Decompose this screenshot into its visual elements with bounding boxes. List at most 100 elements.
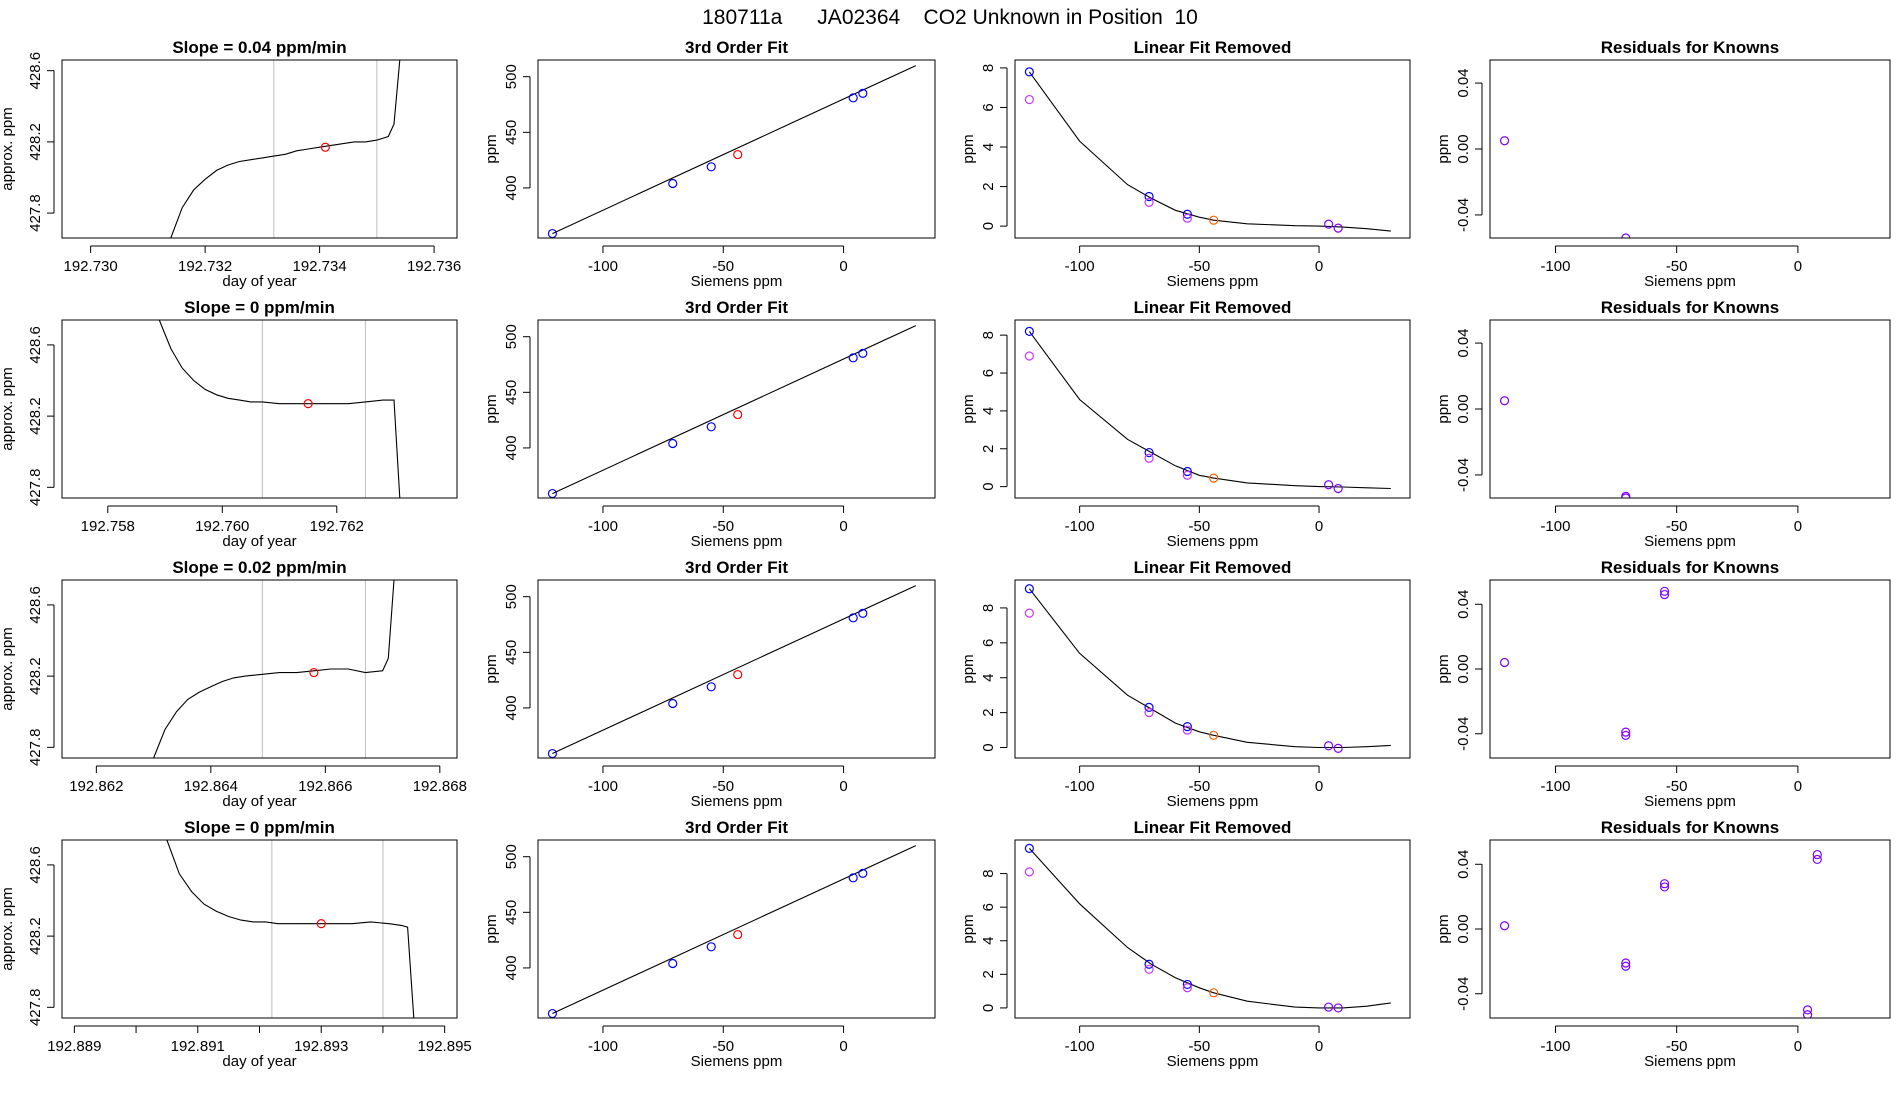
plot-area bbox=[547, 65, 917, 238]
plot-frame bbox=[1014, 839, 1411, 1019]
x-tick-label: 192.862 bbox=[69, 778, 123, 795]
x-tick-label: 0 bbox=[1315, 778, 1323, 795]
x-tick-label: -100 bbox=[588, 1038, 618, 1055]
y-tick-label: 400 bbox=[503, 435, 520, 460]
y-tick-label: 0.04 bbox=[1455, 68, 1472, 97]
panel-r3c3: Residuals for Knowns -100 -50 0 Siemens ppm -… bbox=[1435, 818, 1891, 1070]
y-tick-label: -0.04 bbox=[1455, 717, 1472, 751]
series-line bbox=[552, 65, 917, 235]
plot-area bbox=[547, 325, 917, 498]
plot-frame bbox=[1489, 839, 1891, 1019]
panel-title: Linear Fit Removed bbox=[1134, 558, 1292, 577]
data-point bbox=[858, 348, 868, 358]
y-tick-label: 6 bbox=[980, 639, 997, 647]
x-tick-label: -50 bbox=[712, 258, 734, 275]
data-point bbox=[1144, 964, 1154, 974]
fit-curve bbox=[1028, 588, 1391, 749]
series-line bbox=[552, 325, 917, 495]
y-tick-label: 400 bbox=[503, 955, 520, 980]
data-point bbox=[1144, 708, 1154, 718]
data-point bbox=[1182, 470, 1192, 480]
data-point bbox=[848, 873, 858, 883]
data-point bbox=[1621, 493, 1631, 498]
panel-title: Slope = 0 ppm/min bbox=[184, 298, 335, 317]
data-point bbox=[858, 608, 868, 618]
y-tick-label: 0.04 bbox=[1455, 328, 1472, 357]
panel-title: 3rd Order Fit bbox=[685, 558, 788, 577]
data-point bbox=[1024, 584, 1034, 594]
y-tick-label: 6 bbox=[980, 103, 997, 111]
x-axis-label: Siemens ppm bbox=[1644, 533, 1736, 550]
data-point bbox=[1024, 67, 1034, 77]
data-point bbox=[668, 178, 678, 189]
data-point bbox=[1802, 1005, 1813, 1015]
plot-frame bbox=[61, 319, 458, 499]
y-tick-label: -0.04 bbox=[1455, 977, 1472, 1011]
x-tick-label: 192.893 bbox=[294, 1038, 348, 1055]
data-point bbox=[1182, 983, 1192, 993]
x-tick-label: -100 bbox=[1540, 1038, 1570, 1055]
x-axis-label: Siemens ppm bbox=[691, 793, 783, 810]
x-tick-label: 0 bbox=[839, 778, 847, 795]
fit-curve bbox=[1028, 331, 1391, 490]
y-tick-label: 428.2 bbox=[27, 917, 44, 955]
data-point bbox=[668, 438, 678, 449]
plot-area bbox=[153, 580, 395, 758]
plot-frame bbox=[1014, 319, 1411, 499]
y-axis-label: ppm bbox=[483, 394, 500, 423]
y-tick-label: 450 bbox=[503, 640, 520, 665]
data-point bbox=[1499, 921, 1510, 931]
data-point bbox=[1182, 209, 1192, 219]
panel-r2c1: 3rd Order Fit -100 -50 0 Siemens ppm 400 450 50… bbox=[483, 558, 936, 810]
plot-frame bbox=[61, 839, 458, 1019]
x-tick-label: -100 bbox=[1065, 518, 1095, 535]
y-tick-label: 4 bbox=[980, 143, 997, 151]
x-tick-label: 192.866 bbox=[298, 778, 352, 795]
x-tick-label: -100 bbox=[1065, 1038, 1095, 1055]
plot-area bbox=[1499, 849, 1822, 1018]
data-point bbox=[733, 149, 743, 160]
x-axis-label: Siemens ppm bbox=[1167, 1053, 1259, 1070]
data-point bbox=[1659, 879, 1670, 889]
plot-frame bbox=[1489, 579, 1891, 759]
x-tick-label: -100 bbox=[1540, 778, 1570, 795]
data-point bbox=[848, 613, 858, 623]
y-tick-label: 0.00 bbox=[1455, 394, 1472, 423]
y-tick-label: 6 bbox=[980, 369, 997, 377]
x-tick-label: -50 bbox=[1188, 1038, 1210, 1055]
series-line bbox=[166, 840, 415, 1018]
panel-title: Slope = 0 ppm/min bbox=[184, 818, 335, 837]
x-tick-label: 192.732 bbox=[178, 258, 232, 275]
data-point bbox=[1659, 589, 1670, 600]
y-axis-label: ppm bbox=[1435, 914, 1452, 943]
data-point bbox=[1812, 849, 1822, 860]
x-tick-label: 0 bbox=[1794, 258, 1802, 275]
panel-title: Residuals for Knowns bbox=[1601, 818, 1780, 837]
x-axis-label: Siemens ppm bbox=[1167, 533, 1259, 550]
y-tick-label: 427.8 bbox=[27, 469, 44, 507]
y-tick-label: 8 bbox=[980, 64, 997, 72]
x-tick-label: 192.891 bbox=[171, 1038, 225, 1055]
plot-area bbox=[166, 840, 415, 1018]
x-tick-label: -50 bbox=[712, 518, 734, 535]
data-point bbox=[1324, 219, 1334, 229]
data-point bbox=[1333, 1003, 1343, 1013]
data-point bbox=[668, 698, 678, 709]
y-axis-label: ppm bbox=[483, 914, 500, 943]
y-axis-label: approx. ppm bbox=[0, 627, 16, 710]
plot-frame bbox=[537, 59, 936, 239]
data-point bbox=[706, 422, 716, 432]
x-axis-label: Siemens ppm bbox=[691, 1053, 783, 1070]
x-tick-label: 192.762 bbox=[310, 518, 364, 535]
x-tick-label: 0 bbox=[1794, 518, 1802, 535]
data-point bbox=[1621, 730, 1631, 740]
data-point bbox=[1144, 453, 1154, 463]
plot-frame bbox=[537, 319, 936, 499]
y-axis-label: approx. ppm bbox=[0, 887, 16, 970]
x-tick-label: 0 bbox=[1315, 1038, 1323, 1055]
x-tick-label: -50 bbox=[1666, 778, 1688, 795]
y-tick-label: 0.04 bbox=[1455, 850, 1472, 879]
x-axis-label: day of year bbox=[222, 1053, 296, 1070]
y-tick-label: 0 bbox=[980, 222, 997, 230]
data-point bbox=[1144, 702, 1154, 712]
